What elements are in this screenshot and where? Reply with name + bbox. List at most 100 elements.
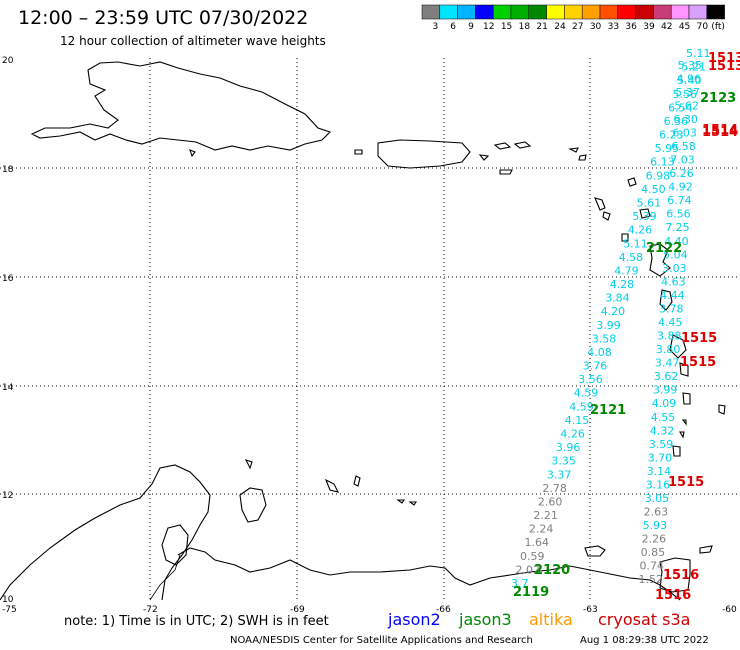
swh-value: 3.78 (659, 303, 684, 316)
legend-label: 45 (679, 22, 690, 32)
coast-anguilla (568, 147, 579, 153)
footer-timestamp: Aug 1 08:29:38 UTC 2022 (580, 635, 709, 646)
time-labels: 1513151321231514151421221515151521211515… (513, 51, 740, 603)
pass-time-label: 2120 (534, 563, 570, 578)
legend-label: 42 (661, 22, 672, 32)
swh-value: 2.26 (642, 533, 667, 546)
swh-value: 3.7 (511, 577, 529, 590)
coast-bonaire (353, 475, 361, 487)
swh-value: 3.84 (605, 292, 630, 305)
legend-label: 36 (625, 22, 637, 32)
lon-label: -72 (143, 605, 158, 615)
swh-value: 4.55 (651, 411, 676, 424)
coast-aruba (244, 459, 253, 470)
pass-time-label: 2123 (700, 91, 736, 106)
coast-nevis (602, 211, 611, 221)
swh-value: 0.59 (520, 550, 545, 563)
legend-label: 18 (519, 22, 531, 32)
swh-value: 3.76 (583, 360, 608, 373)
coast-puerto-rico (377, 139, 471, 169)
swh-value: 4.92 (668, 181, 693, 194)
legend-swatch (635, 4, 654, 20)
pass-time-label: 1513 (708, 51, 740, 66)
swh-value: 3.56 (578, 373, 603, 386)
coast-stlucia (679, 362, 689, 377)
swh-value: 4.09 (652, 397, 677, 410)
coast-maracaibo (161, 524, 189, 566)
sat-cryosat-label: cryosat s3a (598, 610, 690, 629)
pass-time-label: 1515 (681, 331, 717, 346)
sat-altika-label: altika (529, 610, 573, 629)
legend-label: 21 (536, 22, 547, 32)
legend-swatch (439, 4, 458, 20)
swh-value: 3.58 (592, 332, 617, 345)
swh-value: 6.30 (673, 113, 698, 126)
swh-value: 3.99 (596, 319, 621, 332)
legend-label: 33 (608, 22, 619, 32)
swh-value: 5.35 (678, 59, 703, 72)
coast-montserrat (621, 233, 629, 242)
footer-credit: NOAA/NESDIS Center for Satellite Applica… (230, 635, 533, 646)
swh-value: 4.08 (587, 346, 612, 359)
swh-track: 5.115.355.214.965.405.375.565.626.546.30… (511, 47, 711, 590)
swh-value: 6.74 (667, 194, 692, 207)
legend-label: 15 (501, 22, 512, 32)
swh-value: 3.35 (551, 455, 576, 468)
legend-swatch (581, 4, 601, 20)
swh-value: 1.52 (639, 573, 664, 586)
legend-swatch (546, 4, 565, 20)
swh-value: 6.26 (669, 167, 694, 180)
lat-label: 16 (2, 274, 14, 284)
legend-swatch (688, 4, 708, 20)
swh-value: 3.80 (656, 343, 681, 356)
legend-swatch (457, 4, 476, 20)
swh-value: 0.74 (640, 560, 665, 573)
pass-time-label: 1516 (663, 568, 699, 583)
lon-label: -60 (722, 605, 737, 615)
legend-label: 39 (643, 22, 655, 32)
map-title: 12:00 – 23:59 UTC 07/30/2022 (18, 7, 308, 29)
swh-value: 3.62 (654, 370, 679, 383)
grid-lines (0, 58, 740, 599)
swh-value: 4.40 (664, 235, 689, 248)
coast-trinidad (659, 557, 691, 593)
coast-grenada (672, 445, 681, 457)
coast-tobago (699, 545, 713, 554)
coastlines (0, 61, 726, 601)
swh-value: 4.45 (658, 316, 683, 329)
legend-swatch (617, 4, 636, 20)
lon-label: -75 (2, 605, 17, 615)
coast-islets (396, 499, 418, 506)
swh-value: 7.03 (670, 154, 695, 167)
swh-value: 5.04 (663, 248, 688, 261)
swh-value: 4.79 (614, 264, 639, 277)
coast-antigua (639, 208, 651, 219)
coast-margarita (584, 545, 606, 557)
legend-swatch (670, 4, 690, 20)
coast-islet (478, 154, 490, 161)
swh-value: 4.58 (619, 251, 644, 264)
legend-swatch (510, 4, 530, 20)
pass-time-label: 1514 (702, 125, 738, 140)
swh-value: 5.40 (677, 74, 702, 87)
pass-time-label: 2122 (646, 241, 682, 256)
footer-note: note: 1) Time is in UTC; 2) SWH is in fe… (64, 614, 329, 629)
swh-value: 6.03 (672, 127, 697, 140)
lat-label: 14 (2, 383, 14, 393)
swh-value: 5.62 (674, 99, 699, 112)
swh-value: 5.11 (686, 47, 711, 60)
legend-swatch (492, 4, 512, 20)
legend-swatch (599, 4, 619, 20)
swh-value: 4.28 (610, 278, 635, 291)
legend-label: 27 (572, 22, 583, 32)
swh-value: 3.16 (646, 479, 671, 492)
swh-value: 5.95 (655, 142, 680, 155)
coast-martinique (669, 334, 687, 359)
lon-label: -63 (583, 605, 598, 615)
legend-label: 12 (483, 22, 494, 32)
map-subtitle: 12 hour collection of altimeter wave hei… (60, 34, 326, 48)
swh-value: 2.60 (538, 496, 563, 509)
pass-time-label: 1515 (680, 355, 716, 370)
swh-value: 4.59 (569, 400, 594, 413)
